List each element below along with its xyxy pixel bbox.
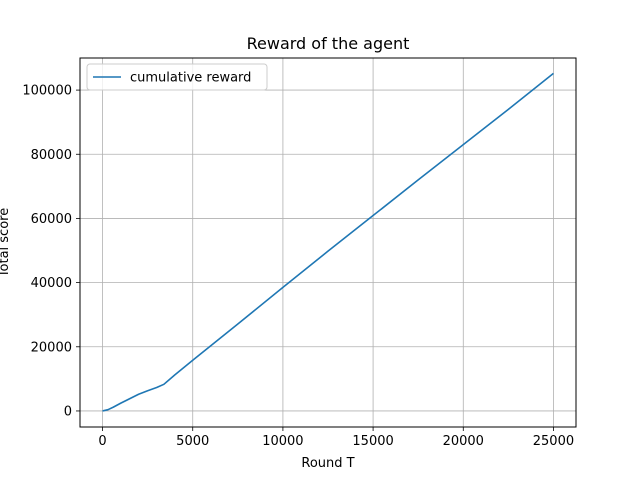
y-tick-label: 60000 (31, 212, 72, 227)
y-tick-label: 80000 (31, 148, 72, 163)
grid (80, 58, 576, 427)
y-tick-label: 20000 (31, 340, 72, 355)
x-tick-label: 20000 (443, 434, 484, 449)
series-line-cumulative-reward (102, 72, 554, 412)
x-tick-label: 15000 (352, 434, 393, 449)
x-tick-label: 0 (98, 434, 106, 449)
legend-box (86, 63, 268, 91)
y-tick-label: 40000 (31, 276, 72, 291)
y-axis-label: Total score (0, 208, 12, 278)
x-tick-label: 10000 (262, 434, 303, 449)
x-axis-label: Round T (301, 456, 354, 471)
x-tick-label: 25000 (533, 434, 574, 449)
plot-frame (79, 57, 577, 428)
axis-ticks: 0 5000 10000 15000 20000 25000 0 20000 40000 6000… (22, 84, 574, 449)
legend-label: cumulative reward (130, 71, 251, 86)
y-tick-label: 100000 (22, 84, 72, 99)
legend: cumulative reward (86, 63, 268, 91)
chart-title: Reward of the agent (247, 34, 410, 53)
x-tick-label: 5000 (176, 434, 209, 449)
y-tick-label: 0 (64, 404, 72, 419)
series-lines (102, 72, 554, 412)
